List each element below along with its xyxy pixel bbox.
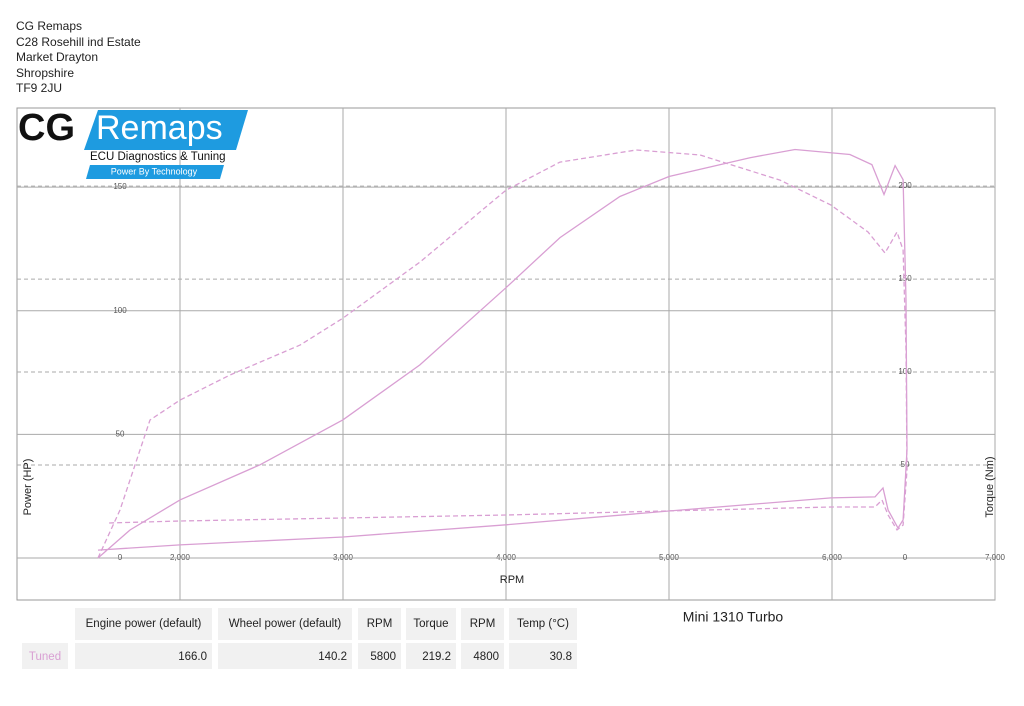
header-text: Torque [413, 618, 448, 630]
logo-band [84, 110, 248, 150]
logo-slogan-band [86, 165, 224, 179]
data-cell [406, 643, 456, 669]
data-cell [509, 643, 577, 669]
data-cell [75, 643, 212, 669]
data-text: 30.8 [550, 651, 572, 663]
header-cell [461, 608, 504, 640]
y-tick-label: 150 [113, 182, 127, 191]
data-cell [358, 643, 401, 669]
logo-tagline: ECU Diagnostics & Tuning [90, 151, 226, 163]
address: CG Remaps C28 Rosehill ind Estate Market… [16, 19, 141, 95]
data-cell [218, 643, 352, 669]
data-text: 5800 [370, 651, 396, 663]
data-text: 140.2 [318, 651, 347, 663]
y2-tick-label: 100 [898, 367, 912, 376]
label-cell [22, 643, 68, 669]
y-tick-label: 0 [118, 553, 123, 562]
header-text: Engine power (default) [86, 618, 202, 630]
y-axis-title: Power (HP) [22, 459, 34, 516]
header-cell [218, 608, 352, 640]
results-table: Engine power (default) 166.0 Wheel power (… [22, 608, 577, 669]
logo-remaps: Remaps [96, 109, 223, 147]
header-cell [509, 608, 577, 640]
header-cell [75, 608, 212, 640]
address-line: CG Remaps [16, 19, 82, 33]
header-text: Wheel power (default) [229, 618, 342, 630]
header-text: RPM [470, 618, 496, 630]
x-tick-label: 7,000 [985, 553, 1006, 562]
x-axis-title: RPM [500, 574, 524, 586]
logo: CG Remaps ECU Diagnostics & Tuning Power… [18, 107, 248, 179]
series-line [97, 148, 908, 559]
y-tick-label: 100 [113, 306, 127, 315]
y2-axis-title: Torque (Nm) [984, 456, 996, 517]
y2-tick-label: 200 [898, 181, 912, 190]
logo-slogan: Power By Technology [111, 166, 198, 176]
header-text: RPM [367, 618, 393, 630]
data-cell [461, 643, 504, 669]
y-tick-label: 50 [116, 429, 125, 438]
vehicle-name: Mini 1310 Turbo [683, 609, 784, 625]
y2-tick-label: 50 [901, 460, 910, 469]
data-text: 4800 [473, 651, 499, 663]
y2-tick-label: 0 [903, 553, 908, 562]
address-line: C28 Rosehill ind Estate [16, 35, 141, 49]
address-line: TF9 2JU [16, 81, 62, 95]
header-text: Temp (°C) [517, 618, 569, 630]
series-line [97, 149, 908, 559]
data-text: 166.0 [178, 651, 207, 663]
row-label: Tuned [29, 651, 61, 663]
header-cell [406, 608, 456, 640]
logo-cg: CG [18, 107, 75, 149]
address-line: Market Drayton [16, 50, 98, 64]
header-cell [358, 608, 401, 640]
address-line: Shropshire [16, 66, 74, 80]
data-text: 219.2 [422, 651, 451, 663]
